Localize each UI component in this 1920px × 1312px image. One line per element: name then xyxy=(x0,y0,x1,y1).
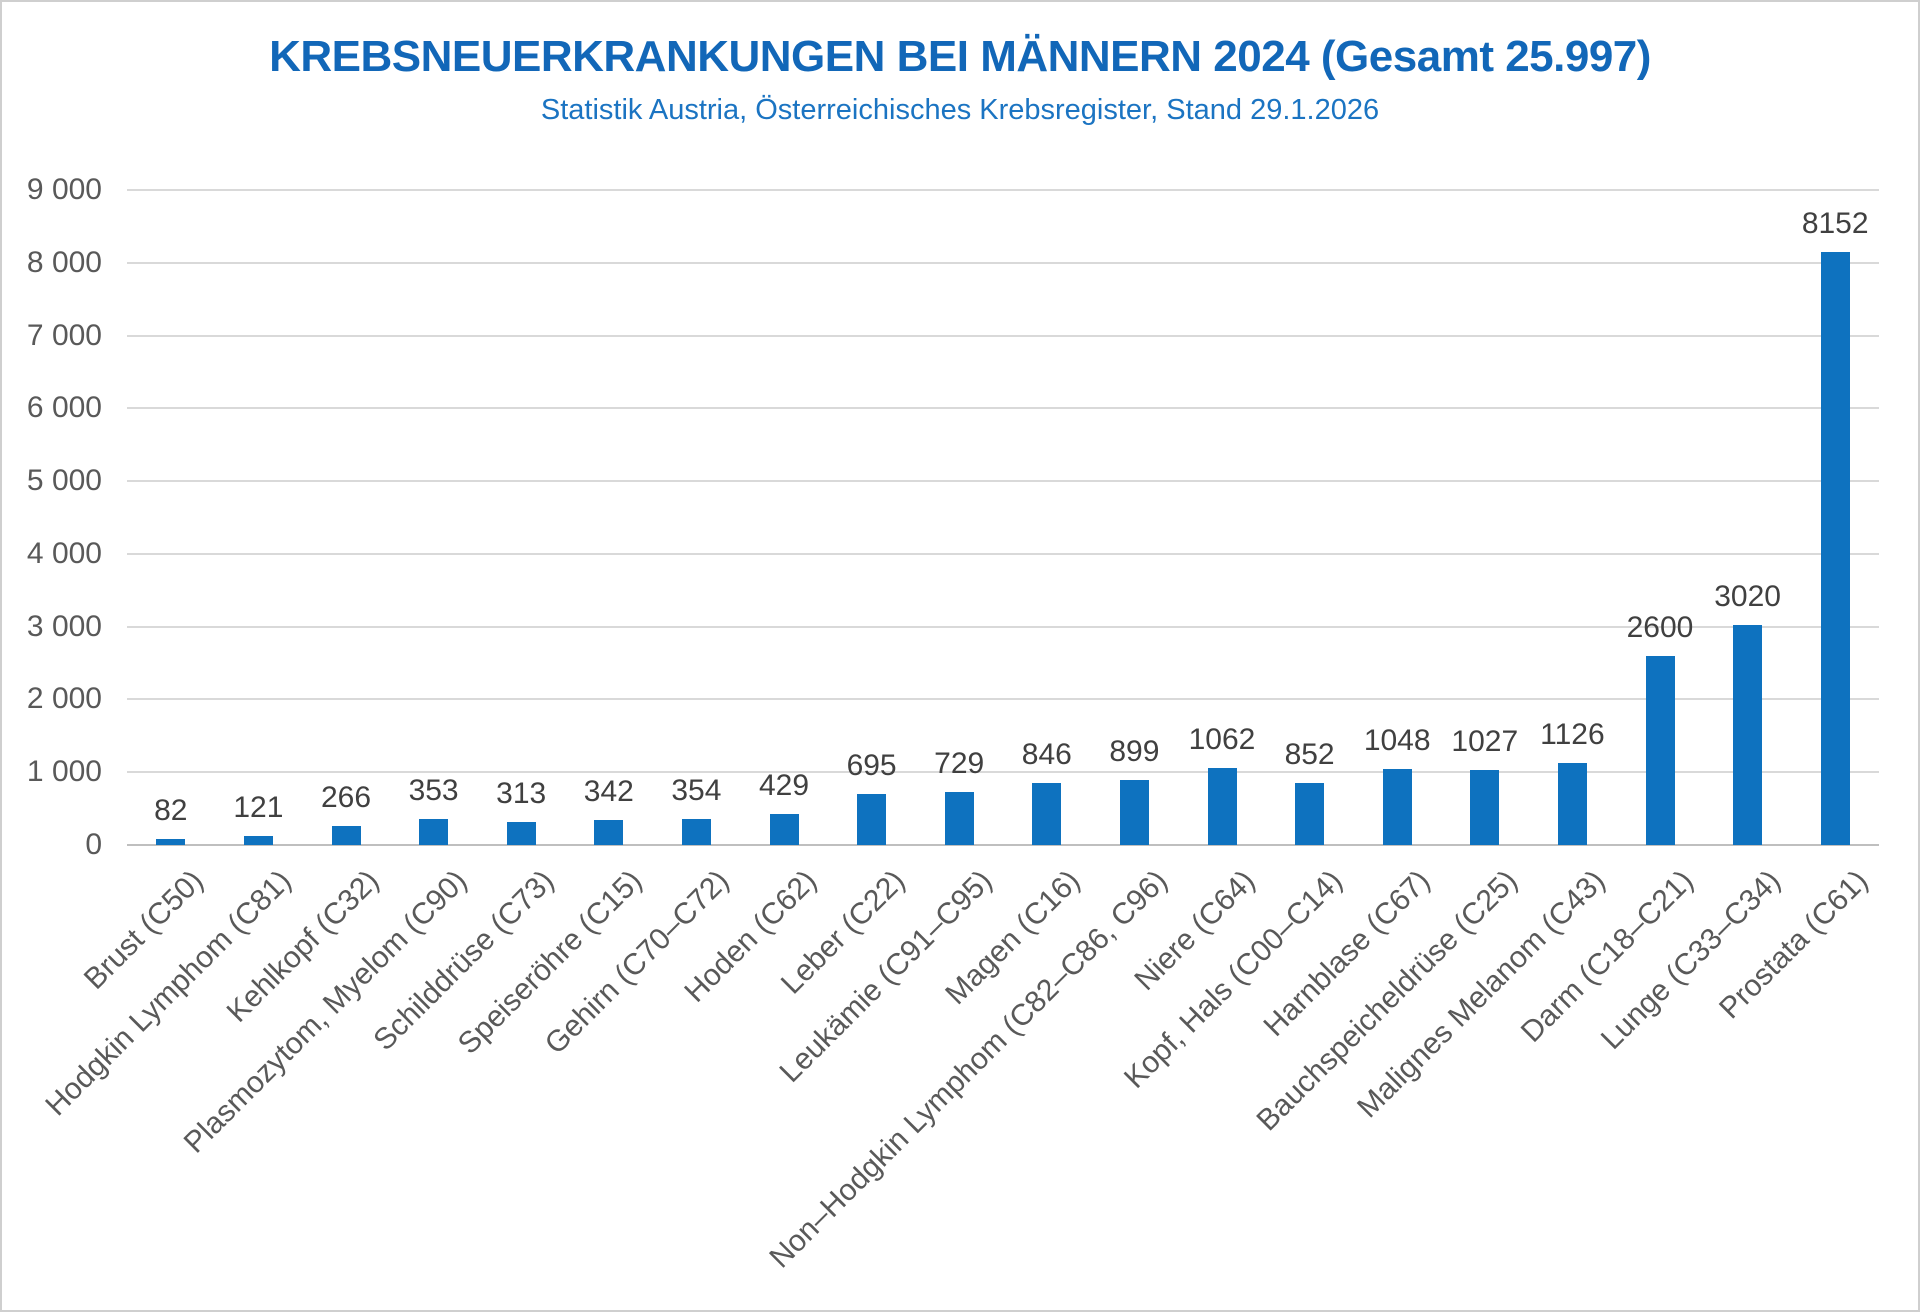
bar-value-label: 2600 xyxy=(1626,610,1694,644)
bar xyxy=(1207,767,1237,845)
gridline xyxy=(127,261,1879,264)
gridline xyxy=(127,407,1879,410)
bar-value-label: 354 xyxy=(671,774,722,808)
bar-value-label: 82 xyxy=(154,794,188,828)
y-axis-tick-label: 5 000 xyxy=(26,464,102,498)
bar xyxy=(331,825,361,845)
gridline xyxy=(127,698,1879,701)
bar xyxy=(857,794,887,845)
bar-value-label: 353 xyxy=(408,774,459,808)
gridline xyxy=(127,334,1879,337)
y-axis-tick-label: 7 000 xyxy=(26,318,102,352)
gridline xyxy=(127,844,1879,846)
bar xyxy=(1557,763,1587,845)
x-axis-category-label: Kehlkopf (C32) xyxy=(220,864,386,1029)
bar-value-label: 846 xyxy=(1021,738,1072,772)
chart-title: KREBSNEUERKRANKUNGEN BEI MÄNNERN 2024 (G… xyxy=(269,32,1651,81)
y-axis-tick-label: 1 000 xyxy=(26,755,102,789)
bar-value-label: 313 xyxy=(496,777,547,811)
bar-value-label: 1126 xyxy=(1540,718,1605,752)
bar-value-label: 1048 xyxy=(1363,723,1431,757)
gridline xyxy=(127,189,1879,191)
bar-value-label: 3020 xyxy=(1714,580,1781,614)
bar-value-label: 429 xyxy=(758,768,810,802)
bar xyxy=(1382,768,1412,845)
bar xyxy=(1032,783,1062,845)
y-axis-tick-label: 2 000 xyxy=(26,682,102,716)
bar xyxy=(506,822,536,845)
bar-value-label: 266 xyxy=(320,780,372,814)
y-axis-tick-label: 9 000 xyxy=(26,173,102,206)
bar-value-label: 121 xyxy=(233,791,284,825)
y-axis-tick-label: 0 xyxy=(85,828,102,861)
y-axis-tick-label: 4 000 xyxy=(26,536,102,570)
chart-subtitle: Statistik Austria, Österreichisches Kreb… xyxy=(540,94,1380,126)
bar xyxy=(1733,625,1763,845)
y-axis-tick-label: 6 000 xyxy=(26,391,102,425)
bar-value-label: 695 xyxy=(846,749,897,783)
gridline xyxy=(127,625,1879,628)
bar xyxy=(1295,782,1325,845)
bar xyxy=(1645,655,1675,845)
bar-value-label: 8152 xyxy=(1801,206,1869,240)
bar xyxy=(1119,779,1149,845)
bar-value-label: 1062 xyxy=(1188,722,1256,756)
y-axis-tick-label: 8 000 xyxy=(26,245,102,279)
y-axis-tick-label: 3 000 xyxy=(26,609,102,643)
bar-value-label: 899 xyxy=(1109,734,1160,768)
bar-value-label: 852 xyxy=(1284,737,1335,771)
bar xyxy=(419,819,449,845)
bar-value-label: 1027 xyxy=(1451,725,1519,759)
bar xyxy=(243,836,273,845)
bar xyxy=(1470,770,1500,845)
bar xyxy=(944,791,974,845)
bar-value-label: 729 xyxy=(934,746,985,780)
bar xyxy=(156,839,186,845)
bar-value-label: 342 xyxy=(583,775,634,809)
gridline xyxy=(127,480,1879,483)
bar xyxy=(594,820,624,845)
gridline xyxy=(127,552,1879,555)
bar xyxy=(1820,251,1850,845)
gridline xyxy=(127,771,1879,774)
bar xyxy=(769,813,799,845)
bar xyxy=(681,819,711,845)
